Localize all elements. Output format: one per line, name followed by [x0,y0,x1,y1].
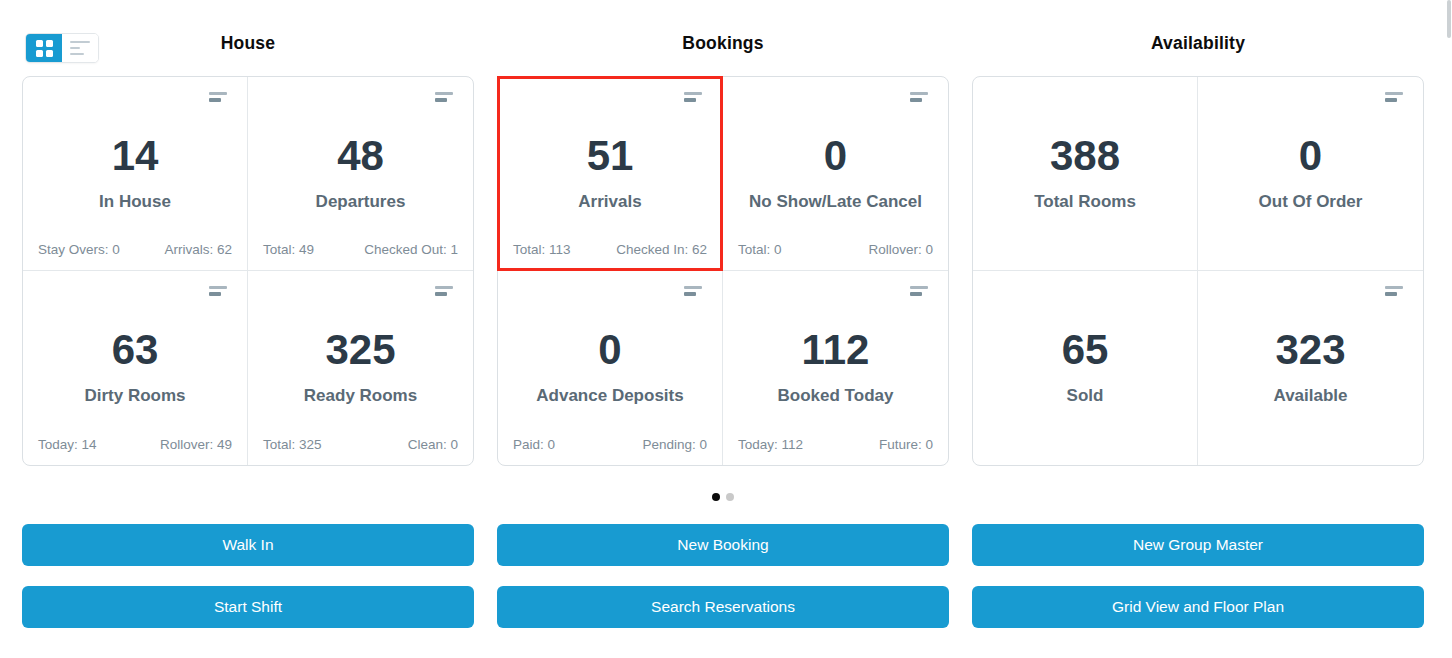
card-label: Sold [973,386,1197,406]
card-in-house[interactable]: 14 In House Stay Overs: 0 Arrivals: 62 [23,77,248,271]
card-label: Dirty Rooms [23,386,247,406]
walk-in-button[interactable]: Walk In [22,524,474,566]
panel-availability: 388 Total Rooms 0 Out Of Order 65 Sold 3… [972,76,1424,466]
card-value: 51 [498,135,722,177]
card-label: In House [23,192,247,212]
card-stat-left: Total: 49 [263,242,314,257]
panel-bookings: 51 Arrivals Total: 113 Checked In: 62 0 … [497,76,949,466]
card-stat-right: Arrivals: 62 [164,242,232,257]
card-stat-right: Rollover: 49 [160,437,232,452]
card-value: 0 [498,329,722,371]
card-stats: Total: 325 Clean: 0 [263,437,458,452]
card-stat-left: Today: 112 [738,437,803,452]
card-stat-right: Future: 0 [879,437,933,452]
card-label: Departures [248,192,473,212]
card-stats: Total: 49 Checked Out: 1 [263,242,458,257]
section-title-availability: Availability [972,33,1424,54]
card-available[interactable]: 323 Available [1198,271,1423,465]
list-icon [70,41,90,55]
card-value: 325 [248,329,473,371]
card-departures[interactable]: 48 Departures Total: 49 Checked Out: 1 [248,77,473,271]
card-menu-icon[interactable] [209,286,227,296]
card-label: Ready Rooms [248,386,473,406]
view-toggle [25,33,99,63]
new-booking-button[interactable]: New Booking [497,524,949,566]
card-label: Total Rooms [973,192,1197,212]
card-menu-icon[interactable] [910,92,928,102]
card-stat-right: Checked In: 62 [616,242,707,257]
card-value: 0 [1198,135,1423,177]
card-stat-left: Total: 0 [738,242,782,257]
card-stats: Today: 14 Rollover: 49 [38,437,232,452]
list-view-toggle-button[interactable] [62,34,98,62]
card-menu-icon[interactable] [684,92,702,102]
card-value: 0 [723,135,948,177]
page-dot-1[interactable] [712,493,720,501]
card-value: 65 [973,329,1197,371]
stat-panels: 14 In House Stay Overs: 0 Arrivals: 62 4… [22,76,1424,466]
card-advance-deposits[interactable]: 0 Advance Deposits Paid: 0 Pending: 0 [498,271,723,465]
grid-icon [36,40,53,57]
card-menu-icon[interactable] [435,286,453,296]
card-value: 323 [1198,329,1423,371]
action-buttons-row-1: Walk In New Booking New Group Master [22,524,1424,566]
card-menu-icon[interactable] [209,92,227,102]
card-label: Available [1198,386,1423,406]
card-stats: Paid: 0 Pending: 0 [513,437,707,452]
card-out-of-order[interactable]: 0 Out Of Order [1198,77,1423,271]
card-stat-left: Paid: 0 [513,437,555,452]
page-dot-2[interactable] [726,493,734,501]
card-arrivals[interactable]: 51 Arrivals Total: 113 Checked In: 62 [498,77,723,271]
grid-view-toggle-button[interactable] [26,34,62,62]
card-label: Arrivals [498,192,722,212]
panel-house: 14 In House Stay Overs: 0 Arrivals: 62 4… [22,76,474,466]
card-total-rooms[interactable]: 388 Total Rooms [973,77,1198,271]
card-stats: Today: 112 Future: 0 [738,437,933,452]
start-shift-button[interactable]: Start Shift [22,586,474,628]
card-value: 63 [23,329,247,371]
section-title-bookings: Bookings [497,33,949,54]
card-menu-icon[interactable] [1385,286,1403,296]
card-stat-left: Total: 113 [513,242,571,257]
card-stat-right: Checked Out: 1 [364,242,458,257]
card-stat-right: Rollover: 0 [868,242,933,257]
card-label: Booked Today [723,386,948,406]
card-value: 112 [723,329,948,371]
card-stat-left: Today: 14 [38,437,97,452]
card-menu-icon[interactable] [910,286,928,296]
card-value: 388 [973,135,1197,177]
card-stat-right: Pending: 0 [642,437,707,452]
card-label: No Show/Late Cancel [723,192,948,212]
new-group-master-button[interactable]: New Group Master [972,524,1424,566]
card-stats: Stay Overs: 0 Arrivals: 62 [38,242,232,257]
grid-view-floor-plan-button[interactable]: Grid View and Floor Plan [972,586,1424,628]
carousel-pagination [22,493,1424,501]
card-value: 48 [248,135,473,177]
card-label: Out Of Order [1198,192,1423,212]
card-ready-rooms[interactable]: 325 Ready Rooms Total: 325 Clean: 0 [248,271,473,465]
card-label: Advance Deposits [498,386,722,406]
card-menu-icon[interactable] [435,92,453,102]
card-value: 14 [23,135,247,177]
card-stat-left: Stay Overs: 0 [38,242,120,257]
dashboard-page: House Bookings Availability 14 In House … [0,0,1452,628]
card-dirty-rooms[interactable]: 63 Dirty Rooms Today: 14 Rollover: 49 [23,271,248,465]
card-stat-left: Total: 325 [263,437,322,452]
card-sold[interactable]: 65 Sold [973,271,1198,465]
card-menu-icon[interactable] [1385,92,1403,102]
card-menu-icon[interactable] [684,286,702,296]
card-stat-right: Clean: 0 [408,437,458,452]
card-no-show-late-cancel[interactable]: 0 No Show/Late Cancel Total: 0 Rollover:… [723,77,948,271]
card-booked-today[interactable]: 112 Booked Today Today: 112 Future: 0 [723,271,948,465]
card-stats: Total: 113 Checked In: 62 [513,242,707,257]
card-stats: Total: 0 Rollover: 0 [738,242,933,257]
search-reservations-button[interactable]: Search Reservations [497,586,949,628]
section-headers: House Bookings Availability [22,0,1424,54]
scrollbar-thumb[interactable] [1447,0,1451,38]
action-buttons-row-2: Start Shift Search Reservations Grid Vie… [22,586,1424,628]
